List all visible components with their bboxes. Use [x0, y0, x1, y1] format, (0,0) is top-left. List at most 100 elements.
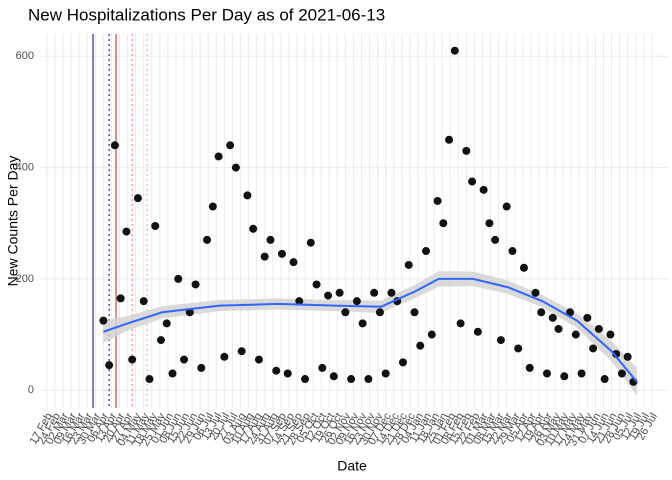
point	[468, 177, 477, 186]
point	[548, 313, 557, 322]
point	[295, 297, 304, 306]
point	[600, 375, 609, 384]
point	[243, 191, 252, 200]
point	[191, 280, 200, 289]
point	[203, 235, 212, 244]
point	[122, 227, 131, 236]
point	[277, 249, 286, 258]
point	[583, 313, 592, 322]
point	[341, 308, 350, 317]
point	[473, 327, 482, 336]
point	[445, 135, 454, 144]
point	[289, 258, 298, 267]
point	[381, 369, 390, 378]
point	[312, 280, 321, 289]
point	[133, 194, 142, 203]
point	[439, 219, 448, 228]
x-axis-title: Date	[337, 458, 367, 474]
y-tick-label: 0	[28, 384, 34, 396]
point	[237, 347, 246, 356]
point	[266, 235, 275, 244]
point	[508, 247, 517, 256]
point	[208, 202, 217, 211]
point	[537, 308, 546, 317]
point	[427, 330, 436, 339]
point	[364, 375, 373, 384]
point	[301, 375, 310, 384]
point	[128, 355, 137, 364]
point	[571, 330, 580, 339]
point	[249, 224, 258, 233]
point	[496, 336, 505, 345]
chart-title: New Hospitalizations Per Day as of 2021-…	[28, 5, 385, 24]
point	[324, 291, 333, 300]
point	[156, 336, 165, 345]
point	[404, 260, 413, 269]
point	[174, 274, 183, 283]
point	[577, 369, 586, 378]
point	[456, 319, 465, 328]
point	[352, 297, 361, 306]
point	[422, 247, 431, 256]
point	[99, 316, 108, 325]
point	[105, 361, 114, 370]
point	[485, 219, 494, 228]
y-tick-label: 200	[16, 273, 34, 285]
point	[254, 355, 263, 364]
point	[491, 235, 500, 244]
point	[197, 363, 206, 372]
point	[606, 330, 615, 339]
point	[306, 238, 315, 247]
point	[226, 141, 235, 150]
point	[560, 372, 569, 381]
point	[370, 288, 379, 297]
point	[139, 297, 148, 306]
point	[416, 341, 425, 350]
point	[519, 263, 528, 272]
point	[168, 369, 177, 378]
point	[231, 163, 240, 172]
y-tick-label: 600	[16, 50, 34, 62]
confidence-band	[103, 271, 637, 396]
point	[502, 202, 511, 211]
point	[358, 319, 367, 328]
point	[329, 372, 338, 381]
point	[398, 358, 407, 367]
point	[214, 152, 223, 161]
point	[531, 288, 540, 297]
point	[554, 324, 563, 333]
point	[612, 350, 621, 359]
point	[410, 308, 419, 317]
point	[617, 369, 626, 378]
point	[110, 141, 119, 150]
point	[260, 252, 269, 261]
point	[347, 375, 356, 384]
point	[566, 308, 575, 317]
point	[151, 222, 160, 231]
point	[450, 46, 459, 55]
point	[180, 355, 189, 364]
point	[375, 308, 384, 317]
point	[283, 369, 292, 378]
point	[479, 185, 488, 194]
point	[318, 363, 327, 372]
y-tick-label: 400	[16, 161, 34, 173]
point	[433, 196, 442, 205]
point	[525, 363, 534, 372]
point	[145, 375, 154, 384]
point	[335, 288, 344, 297]
point	[594, 324, 603, 333]
smooth-line	[103, 277, 638, 383]
point	[589, 344, 598, 353]
point	[543, 369, 552, 378]
point	[272, 366, 281, 375]
point	[387, 288, 396, 297]
point	[623, 352, 632, 361]
point	[116, 294, 125, 303]
point	[220, 352, 229, 361]
y-axis-title: New Counts Per Day	[5, 156, 21, 287]
point	[514, 344, 523, 353]
point	[162, 319, 171, 328]
point	[462, 146, 471, 155]
